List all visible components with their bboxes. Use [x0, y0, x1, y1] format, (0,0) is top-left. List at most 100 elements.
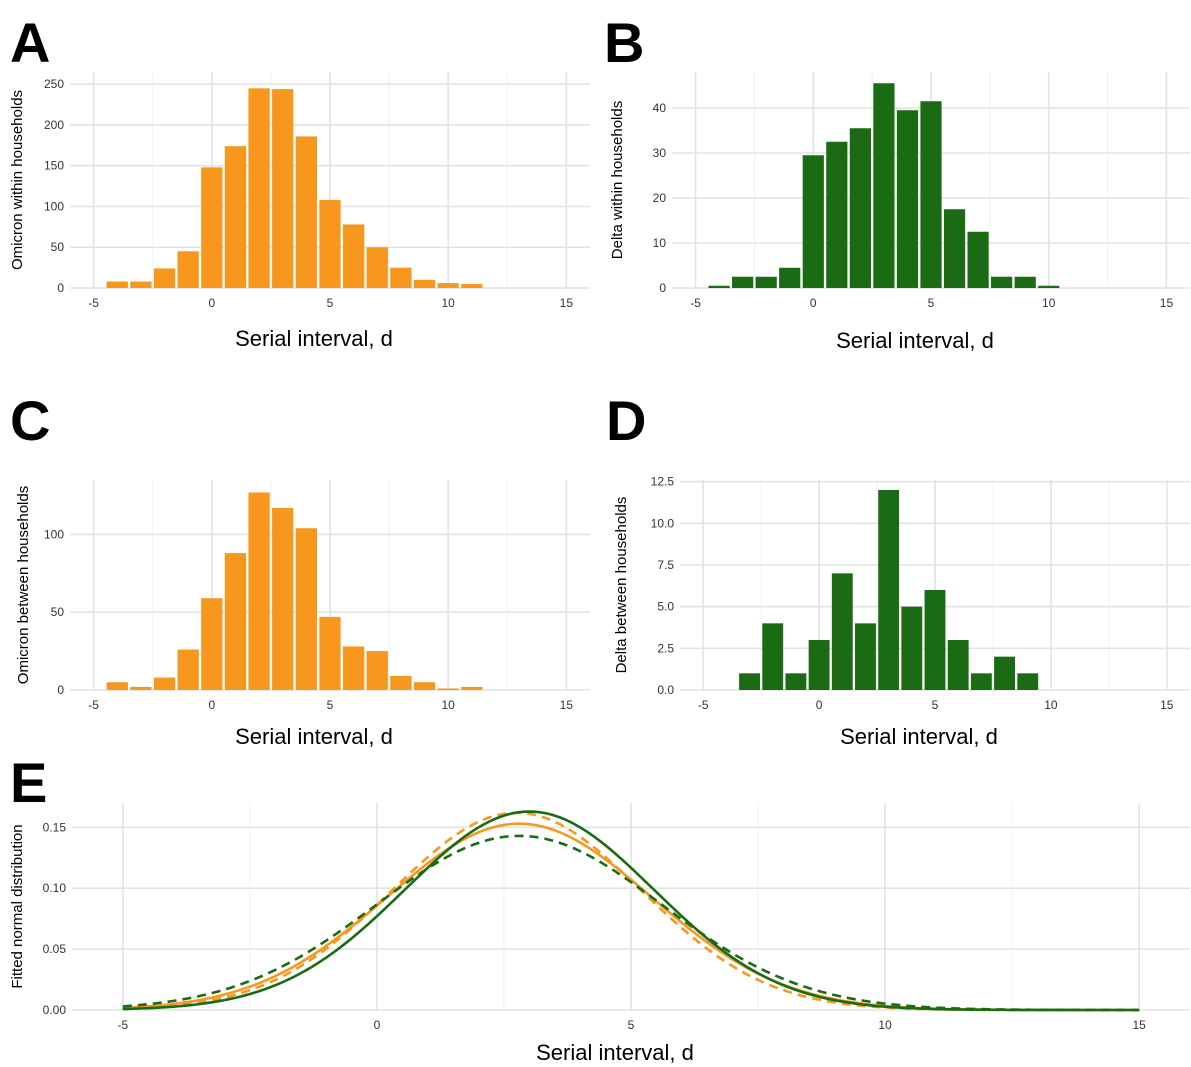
- bar: [413, 279, 436, 288]
- y-tick-label: 7.5: [657, 558, 674, 572]
- x-tick-label: 10: [878, 1018, 892, 1032]
- bar: [248, 492, 270, 690]
- bars: [106, 492, 483, 690]
- bar: [366, 247, 388, 288]
- x-tick-label: 0: [810, 296, 817, 310]
- bar: [153, 268, 176, 288]
- bar: [130, 281, 152, 288]
- bar: [106, 682, 128, 690]
- x-axis-label: Serial interval, d: [840, 724, 998, 749]
- y-tick-label: 0.00: [43, 1003, 67, 1017]
- bar: [855, 623, 876, 690]
- bar: [762, 623, 784, 690]
- y-tick-label: 0.0: [657, 683, 674, 697]
- panel-letter-d: D: [606, 389, 646, 452]
- bar: [920, 101, 942, 288]
- x-tick-label: 15: [560, 296, 574, 310]
- x-axis-label: Serial interval, d: [235, 326, 393, 351]
- bar: [873, 83, 895, 288]
- x-tick-label: 15: [560, 698, 574, 712]
- x-tick-label: -5: [88, 698, 99, 712]
- y-tick-label: 200: [44, 118, 64, 132]
- y-tick-label: 0: [57, 683, 64, 697]
- bar: [802, 155, 824, 288]
- y-tick-label: 5.0: [657, 600, 674, 614]
- bar: [755, 276, 777, 288]
- x-tick-label: -5: [690, 296, 701, 310]
- y-tick-label: 20: [653, 191, 667, 205]
- x-tick-label: 10: [1042, 296, 1056, 310]
- bar: [319, 616, 341, 690]
- x-tick-label: 0: [208, 698, 215, 712]
- bar: [808, 640, 830, 690]
- y-tick-label: 40: [653, 101, 667, 115]
- panel-c: C -5 0 5 10 15 0 50 100 Omicron between househol…: [10, 389, 590, 749]
- bar: [272, 508, 294, 690]
- bar: [343, 646, 365, 690]
- bar: [177, 251, 199, 288]
- x-tick-label: 15: [1160, 296, 1174, 310]
- bar: [366, 651, 388, 690]
- plot-e: -5 0 5 10 15 0.00 0.05 0.10 0.15 Fitted normal di…: [9, 803, 1190, 1065]
- x-tick-label: -5: [88, 296, 99, 310]
- bar: [1017, 673, 1039, 690]
- plot-c: -5 0 5 10 15 0 50 100 Omicron between households…: [15, 480, 590, 749]
- bar: [896, 110, 919, 288]
- x-tick-label: 5: [928, 296, 935, 310]
- bar: [461, 686, 483, 690]
- x-tick-label: 5: [327, 296, 334, 310]
- x-tick-label: 15: [1133, 1018, 1147, 1032]
- y-tick-label: 12.5: [651, 475, 675, 489]
- bar: [319, 199, 341, 288]
- y-axis-label: Fitted normal distribution: [9, 824, 26, 988]
- x-axis-label: Serial interval, d: [536, 1040, 694, 1065]
- bar: [130, 686, 152, 690]
- y-tick-label: 2.5: [657, 641, 674, 655]
- y-tick-label: 150: [44, 159, 64, 173]
- grid: [72, 803, 1190, 1011]
- bar: [224, 553, 247, 690]
- x-tick-label: 10: [442, 698, 456, 712]
- y-tick-label: 10: [653, 236, 667, 250]
- bar: [732, 276, 754, 288]
- bar: [224, 146, 247, 288]
- y-axis-label: Delta within households: [609, 101, 626, 259]
- y-tick-label: 100: [44, 199, 64, 213]
- bar: [201, 167, 223, 288]
- bars: [106, 88, 483, 289]
- x-tick-label: 0: [374, 1018, 381, 1032]
- y-tick-label: 50: [51, 240, 65, 254]
- bar: [878, 490, 900, 690]
- x-tick-label: 0: [208, 296, 215, 310]
- y-axis-label: Omicron within households: [9, 90, 26, 270]
- y-tick-label: 0.10: [43, 881, 67, 895]
- bar: [461, 283, 483, 288]
- panel-letter-b: B: [604, 11, 644, 74]
- x-tick-label: 0: [816, 698, 823, 712]
- bar: [106, 281, 128, 288]
- bar: [849, 128, 871, 288]
- bar: [970, 673, 992, 690]
- y-tick-label: 250: [44, 77, 64, 91]
- bar: [272, 89, 294, 289]
- x-tick-label: 10: [442, 296, 456, 310]
- bar: [437, 688, 459, 690]
- bars: [739, 490, 1039, 690]
- series-lines: [122, 810, 1140, 1012]
- panel-letter-c: C: [10, 389, 50, 452]
- y-axis-label: Delta between households: [613, 497, 630, 674]
- bar: [991, 276, 1013, 288]
- bar: [826, 141, 848, 288]
- bar: [831, 573, 853, 690]
- y-tick-label: 0.15: [43, 820, 67, 834]
- panel-b: B -5 0 5 10 15 0 10 20 30 40 Delta within househol…: [604, 11, 1190, 353]
- panel-letter-a: A: [10, 11, 50, 74]
- x-axis-label: Serial interval, d: [836, 328, 994, 353]
- series-line: [122, 834, 1140, 1012]
- bar: [943, 209, 966, 288]
- plot-d: -5 0 5 10 15 0.0 2.5 5.0 7.5 10.0 12.5 Delta betwee…: [613, 475, 1190, 749]
- x-tick-label: 10: [1044, 698, 1058, 712]
- grid: [70, 72, 590, 289]
